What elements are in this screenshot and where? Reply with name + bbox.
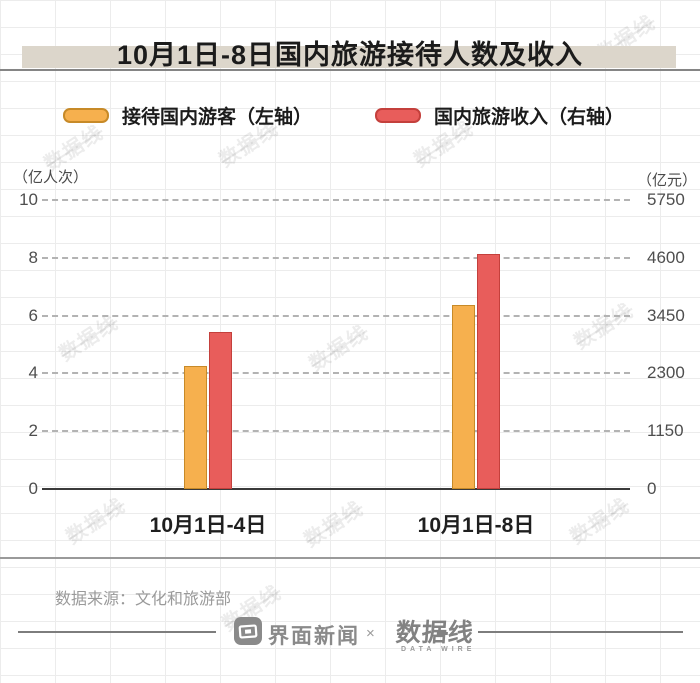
- bar-revenue-1: [209, 332, 232, 489]
- y-axis-right-tick-5750: 5750: [647, 190, 685, 209]
- legend-label-revenue: 国内旅游收入（右轴）: [434, 107, 625, 128]
- y-axis-right-tick-4600: 4600: [647, 247, 685, 267]
- legend-item-revenue: 国内旅游收入（右轴）: [375, 102, 624, 129]
- gridline-4: [42, 372, 630, 375]
- y-axis-right-tick-3450: 3450: [647, 305, 685, 325]
- gridline-6: [42, 314, 630, 317]
- data-source-text: 数据来源：文化和旅游部: [55, 591, 232, 608]
- title-highlight-band: [22, 46, 676, 68]
- page-title: 10月1日-8日国内旅游接待人数及收入: [116, 40, 584, 70]
- datawire-logo-subtext: DATA WIRE: [401, 646, 476, 653]
- jiemian-glyph: [238, 624, 258, 639]
- x-axis-category-1: 10月1日-4日: [149, 514, 267, 537]
- left-axis-unit-label: （亿人次）: [13, 169, 89, 186]
- y-axis-right-tick-0: 0: [647, 479, 657, 498]
- jiemian-news-wordmark: 界面新闻: [268, 625, 360, 648]
- y-axis-right-tick-1150: 1150: [647, 421, 684, 441]
- gridline-8: [42, 256, 630, 259]
- y-axis-left-tick-4: 4: [28, 363, 38, 383]
- jiemian-news-logo-icon: [234, 617, 262, 645]
- legend-item-guests: 接待国内游客（左轴）: [63, 102, 312, 129]
- legend-label-guests: 接待国内游客（左轴）: [122, 107, 313, 128]
- y-axis-left-tick-0: 0: [28, 479, 38, 498]
- legend-swatch-guests: [63, 108, 109, 123]
- y-axis-left-tick-2: 2: [28, 421, 38, 441]
- y-axis-left-tick-10: 10: [19, 190, 38, 209]
- legend-swatch-revenue: [375, 108, 421, 123]
- collab-x-separator: ×: [366, 625, 375, 642]
- y-axis-left-tick-8: 8: [28, 247, 38, 267]
- bar-guests-2: [452, 304, 475, 489]
- title-divider-line: [0, 69, 700, 71]
- x-axis-category-2: 10月1日-8日: [417, 514, 535, 537]
- footer-rule-right: [478, 631, 683, 633]
- footer-divider-line: [0, 557, 700, 559]
- bar-guests-1: [184, 366, 207, 489]
- gridline-10: [42, 199, 630, 201]
- y-axis-right-tick-2300: 2300: [647, 363, 685, 383]
- y-axis-left-tick-6: 6: [28, 305, 38, 325]
- datawire-logo: 数据线: [395, 613, 476, 649]
- gridline-2: [42, 430, 630, 433]
- x-axis-baseline: [42, 488, 630, 490]
- footer-rule-left: [18, 631, 216, 633]
- right-axis-unit-label: （亿元）: [637, 172, 698, 189]
- bar-revenue-2: [477, 254, 500, 489]
